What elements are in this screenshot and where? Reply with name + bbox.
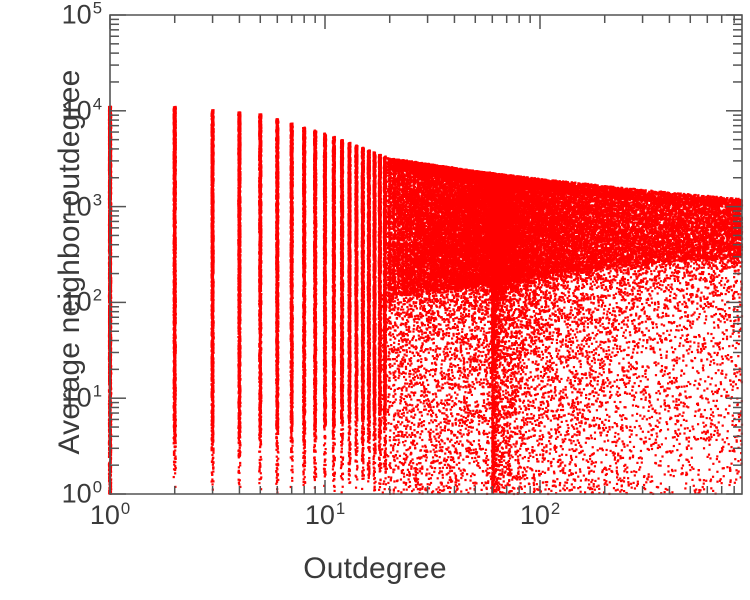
x-tick-label: 101 xyxy=(304,499,346,530)
y-tick-label: 102 xyxy=(61,285,102,317)
y-tick-label: 103 xyxy=(61,190,102,222)
x-axis-title: Outdegree xyxy=(303,552,447,585)
y-tick-label: 105 xyxy=(61,0,102,30)
x-tick-label: 102 xyxy=(519,499,561,530)
y-tick-label: 104 xyxy=(61,94,102,126)
y-axis-title: Average neighbor outdegree xyxy=(53,69,86,455)
y-tick-label: 100 xyxy=(61,477,102,509)
x-tick-label: 100 xyxy=(89,499,131,530)
y-tick-label: 101 xyxy=(61,381,102,413)
